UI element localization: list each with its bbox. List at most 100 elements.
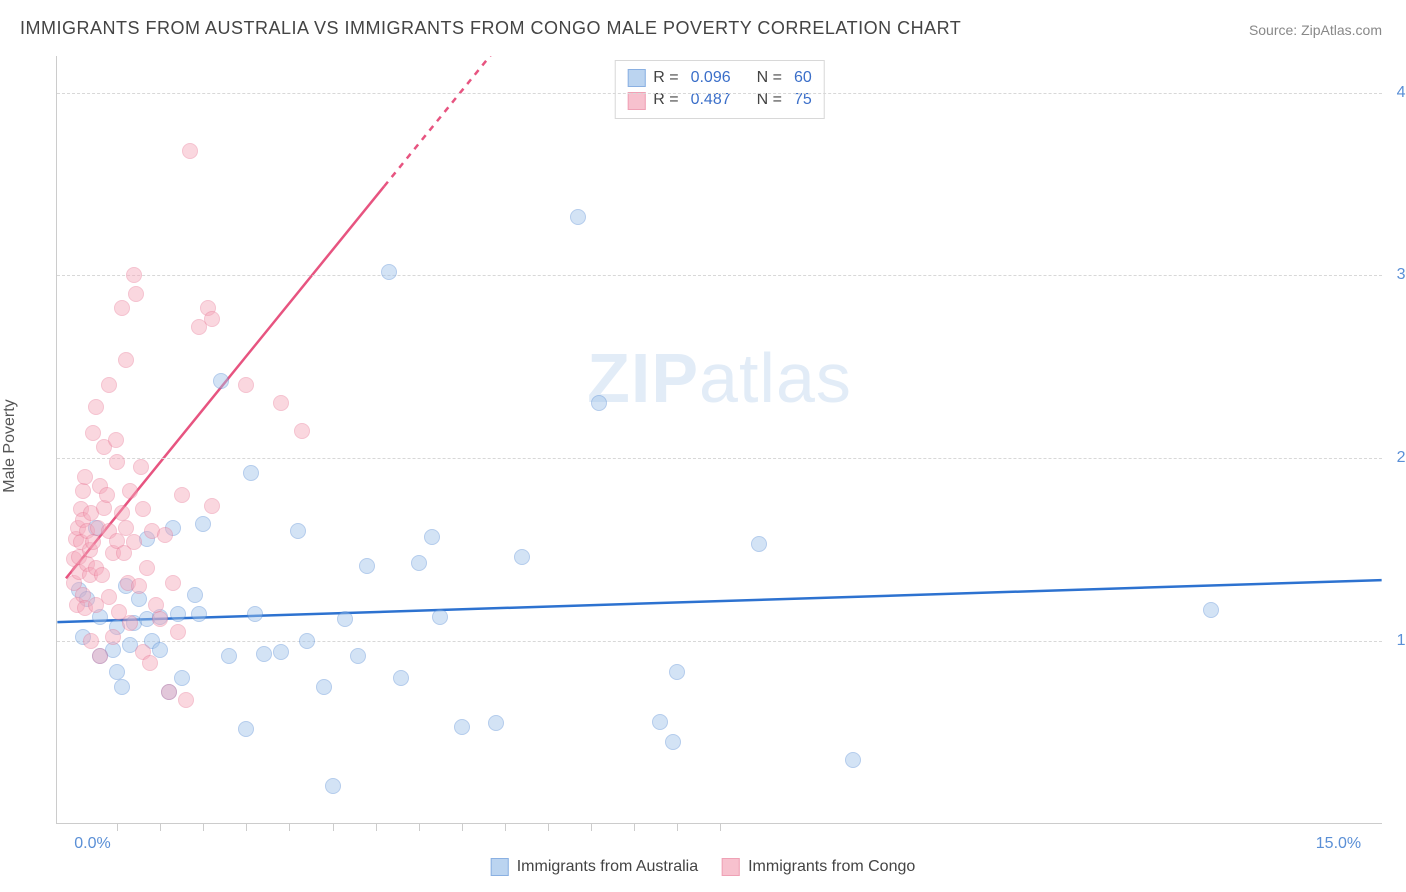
x-tick [117, 823, 118, 831]
series-legend: Immigrants from Australia Immigrants fro… [491, 858, 916, 876]
data-point-congo [101, 589, 117, 605]
data-point-congo [142, 655, 158, 671]
data-point-congo [118, 352, 134, 368]
data-point-congo [85, 425, 101, 441]
x-tick-label: 0.0% [74, 835, 110, 853]
data-point-australia [1203, 602, 1219, 618]
r-value-1: 0.096 [691, 67, 731, 89]
y-axis-label: Male Poverty [1, 399, 19, 492]
x-tick [203, 823, 204, 831]
data-point-congo [114, 505, 130, 521]
data-point-australia [195, 516, 211, 532]
watermark: ZIPatlas [587, 338, 852, 418]
data-point-australia [238, 721, 254, 737]
data-point-congo [182, 143, 198, 159]
data-point-congo [94, 567, 110, 583]
legend-item-congo: Immigrants from Congo [722, 858, 915, 876]
data-point-congo [88, 399, 104, 415]
data-point-congo [148, 597, 164, 613]
x-tick-label: 15.0% [1316, 835, 1361, 853]
data-point-australia [325, 778, 341, 794]
data-point-australia [488, 715, 504, 731]
data-point-australia [350, 648, 366, 664]
data-point-congo [135, 501, 151, 517]
data-point-congo [109, 454, 125, 470]
data-point-australia [432, 609, 448, 625]
data-point-congo [122, 615, 138, 631]
y-tick-label: 10.0% [1397, 632, 1406, 650]
gridline [57, 458, 1382, 459]
data-point-congo [105, 629, 121, 645]
data-point-congo [126, 267, 142, 283]
data-point-australia [411, 555, 427, 571]
data-point-australia [454, 719, 470, 735]
x-tick [634, 823, 635, 831]
plot-area: ZIPatlas R = 0.096 N = 60 R = 0.487 N = … [56, 56, 1382, 824]
legend-item-australia: Immigrants from Australia [491, 858, 698, 876]
data-point-australia [591, 395, 607, 411]
data-point-australia [256, 646, 272, 662]
data-point-congo [204, 498, 220, 514]
legend-swatch-blue [627, 69, 645, 87]
legend-swatch-pink-2 [722, 858, 740, 876]
data-point-australia [243, 465, 259, 481]
data-point-australia [845, 752, 861, 768]
data-point-australia [273, 644, 289, 660]
source-label: Source: ZipAtlas.com [1249, 22, 1382, 38]
data-point-australia [570, 209, 586, 225]
chart-title: IMMIGRANTS FROM AUSTRALIA VS IMMIGRANTS … [20, 18, 961, 39]
data-point-congo [131, 578, 147, 594]
data-point-congo [118, 520, 134, 536]
data-point-congo [133, 459, 149, 475]
data-point-australia [191, 606, 207, 622]
correlation-legend: R = 0.096 N = 60 R = 0.487 N = 75 [614, 60, 825, 119]
n-value-1: 60 [794, 67, 812, 89]
data-point-congo [238, 377, 254, 393]
data-point-congo [170, 624, 186, 640]
data-point-congo [178, 692, 194, 708]
y-tick-label: 20.0% [1397, 449, 1406, 467]
data-point-congo [161, 684, 177, 700]
data-point-congo [99, 487, 115, 503]
legend-row-1: R = 0.096 N = 60 [627, 67, 812, 89]
data-point-australia [337, 611, 353, 627]
data-point-australia [299, 633, 315, 649]
legend-label-australia: Immigrants from Australia [517, 858, 698, 876]
data-point-congo [83, 633, 99, 649]
data-point-congo [128, 286, 144, 302]
data-point-australia [424, 529, 440, 545]
gridline [57, 275, 1382, 276]
data-point-congo [108, 432, 124, 448]
data-point-australia [669, 664, 685, 680]
data-point-congo [204, 311, 220, 327]
data-point-australia [221, 648, 237, 664]
data-point-australia [109, 664, 125, 680]
data-point-congo [294, 423, 310, 439]
y-tick-label: 40.0% [1397, 84, 1406, 102]
data-point-congo [75, 483, 91, 499]
data-point-australia [665, 734, 681, 750]
x-tick [246, 823, 247, 831]
data-point-australia [751, 536, 767, 552]
legend-label-congo: Immigrants from Congo [748, 858, 915, 876]
data-point-congo [273, 395, 289, 411]
data-point-congo [101, 377, 117, 393]
data-point-congo [157, 527, 173, 543]
x-tick [376, 823, 377, 831]
data-point-congo [122, 483, 138, 499]
data-point-australia [316, 679, 332, 695]
legend-swatch-blue-2 [491, 858, 509, 876]
data-point-australia [170, 606, 186, 622]
data-point-congo [85, 534, 101, 550]
y-tick-label: 30.0% [1397, 266, 1406, 284]
trend-lines [57, 56, 1382, 823]
data-point-australia [393, 670, 409, 686]
data-point-australia [381, 264, 397, 280]
data-point-congo [139, 560, 155, 576]
x-tick [548, 823, 549, 831]
x-tick [462, 823, 463, 831]
x-tick [160, 823, 161, 831]
data-point-congo [152, 611, 168, 627]
data-point-congo [174, 487, 190, 503]
data-point-australia [652, 714, 668, 730]
